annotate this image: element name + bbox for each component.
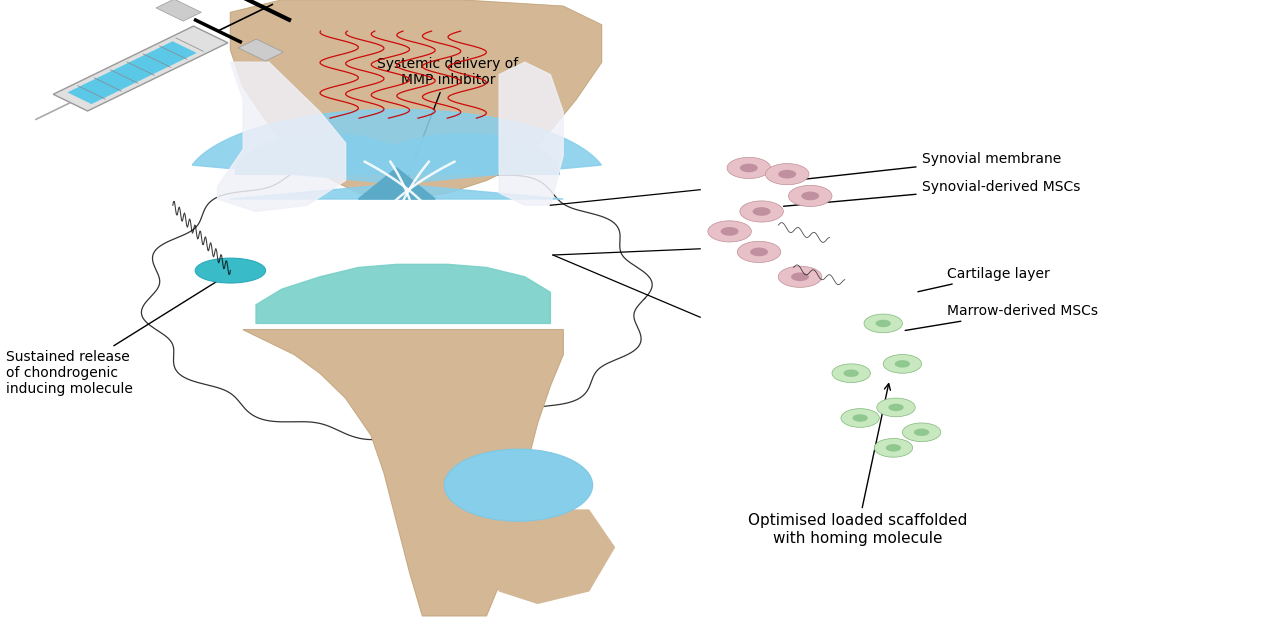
Circle shape	[914, 429, 929, 436]
Text: Systemic delivery of
MMP inhibitor: Systemic delivery of MMP inhibitor	[378, 57, 518, 192]
Text: Synovial-derived MSCs: Synovial-derived MSCs	[783, 180, 1080, 207]
Circle shape	[801, 192, 819, 200]
Circle shape	[832, 364, 870, 383]
Polygon shape	[243, 330, 563, 616]
Circle shape	[708, 221, 751, 242]
Circle shape	[877, 398, 915, 417]
Polygon shape	[236, 134, 420, 174]
Polygon shape	[156, 0, 201, 21]
Ellipse shape	[195, 258, 266, 283]
Text: Sustained release
of chondrogenic
inducing molecule: Sustained release of chondrogenic induci…	[6, 273, 230, 396]
Circle shape	[883, 355, 922, 373]
Circle shape	[852, 414, 868, 422]
Circle shape	[841, 409, 879, 427]
Circle shape	[844, 369, 859, 377]
Circle shape	[864, 314, 902, 333]
Text: Cartilage layer: Cartilage layer	[918, 267, 1050, 292]
Circle shape	[740, 201, 783, 222]
Circle shape	[888, 404, 904, 411]
Polygon shape	[499, 62, 563, 205]
Text: Marrow-derived MSCs: Marrow-derived MSCs	[905, 304, 1098, 330]
Circle shape	[791, 272, 809, 281]
Circle shape	[750, 248, 768, 256]
Text: Synovial membrane: Synovial membrane	[796, 152, 1061, 180]
Circle shape	[765, 164, 809, 185]
Circle shape	[778, 266, 822, 287]
Polygon shape	[54, 26, 228, 111]
Circle shape	[727, 157, 771, 179]
Polygon shape	[358, 168, 435, 199]
Circle shape	[876, 320, 891, 327]
Text: Optimised loaded scaffolded
with homing molecule: Optimised loaded scaffolded with homing …	[748, 384, 968, 545]
Polygon shape	[230, 0, 602, 199]
Circle shape	[902, 423, 941, 442]
Circle shape	[788, 185, 832, 207]
Circle shape	[778, 170, 796, 179]
Polygon shape	[68, 41, 197, 104]
Circle shape	[721, 227, 739, 236]
Circle shape	[740, 164, 758, 172]
Polygon shape	[256, 264, 550, 323]
Circle shape	[444, 449, 593, 521]
Circle shape	[753, 207, 771, 216]
Polygon shape	[238, 39, 283, 61]
Polygon shape	[192, 109, 602, 199]
Circle shape	[895, 360, 910, 368]
Circle shape	[886, 444, 901, 452]
Circle shape	[737, 241, 781, 262]
Polygon shape	[367, 134, 559, 174]
Polygon shape	[218, 62, 346, 211]
Polygon shape	[486, 510, 614, 603]
Circle shape	[874, 439, 913, 457]
